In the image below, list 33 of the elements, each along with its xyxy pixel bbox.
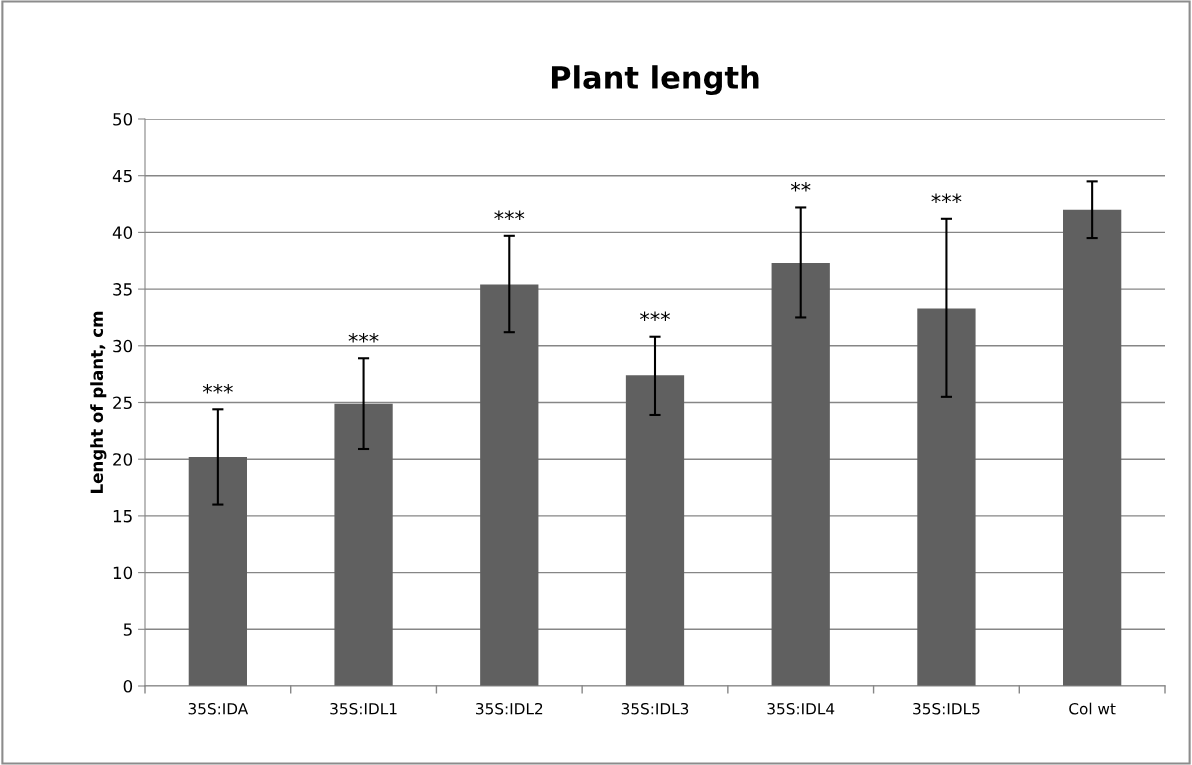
x-tick-label: 35S:IDL5 [913,702,980,715]
y-tick-label: 25 [113,396,132,410]
y-tick-label: 45 [112,169,132,183]
y-tick-label: 10 [113,566,133,580]
annotation: *** [640,311,670,321]
y-tick-label: 0 [123,679,133,693]
bar [480,284,539,686]
bar [625,375,685,686]
y-axis-title: Lenght of plant, cm [90,311,107,493]
x-tick-label: 35S:IDA [188,702,249,715]
annotation: *** [931,193,962,203]
y-tick-label: 40 [112,226,133,239]
x-tick-label: 35S:IDL4 [767,702,835,715]
y-tick-label: 50 [113,112,133,126]
x-tick-label: 35S:IDL2 [476,702,543,715]
bar [188,456,247,686]
y-tick-label: 15 [113,510,132,523]
bar [771,263,830,686]
bar [1063,209,1122,686]
bar [917,308,976,686]
annotation: *** [202,383,233,394]
y-tick-label: 35 [113,283,132,296]
y-tick-label: 20 [113,453,133,466]
annotation: *** [348,332,379,343]
x-tick-label: 35S:IDL3 [621,702,689,715]
x-tick-label: Col wt [1069,702,1116,715]
bar [334,403,393,686]
y-tick-label: 30 [113,339,133,353]
x-tick-label: 35S:IDL1 [330,702,397,715]
chart-title: Plant length [551,65,759,96]
y-tick-label: 5 [123,623,132,636]
annotation: ** [790,182,811,192]
annotation: *** [494,210,525,220]
